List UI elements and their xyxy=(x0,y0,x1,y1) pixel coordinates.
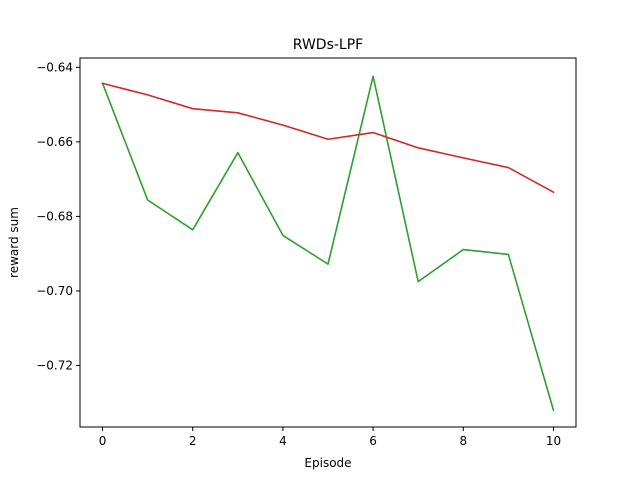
series-line-2 xyxy=(101,82,555,194)
y-tick-label: −0.66 xyxy=(36,135,73,149)
plot-frame xyxy=(79,57,577,428)
x-tick-label: 8 xyxy=(459,434,467,448)
y-axis-label: reward sum xyxy=(7,207,21,278)
x-tick-label: 2 xyxy=(189,434,197,448)
y-tick-label: −0.70 xyxy=(36,284,73,298)
y-tick-label: −0.68 xyxy=(36,209,73,223)
y-tick-label: −0.72 xyxy=(36,359,73,373)
x-tick-label: 10 xyxy=(546,434,561,448)
x-tick-label: 4 xyxy=(279,434,287,448)
y-tick-label: −0.64 xyxy=(36,60,73,74)
chart-title: RWDs-LPF xyxy=(293,37,363,53)
x-tick-label: 0 xyxy=(99,434,107,448)
x-axis-label: Episode xyxy=(304,456,351,470)
x-axis-ticks: 0 2 4 6 8 10 xyxy=(99,427,561,448)
y-axis-ticks: −0.72 −0.70 −0.68 −0.66 −0.64 xyxy=(36,60,80,373)
series-layer xyxy=(101,75,555,412)
series-line-1 xyxy=(101,75,555,412)
x-tick-label: 6 xyxy=(369,434,377,448)
